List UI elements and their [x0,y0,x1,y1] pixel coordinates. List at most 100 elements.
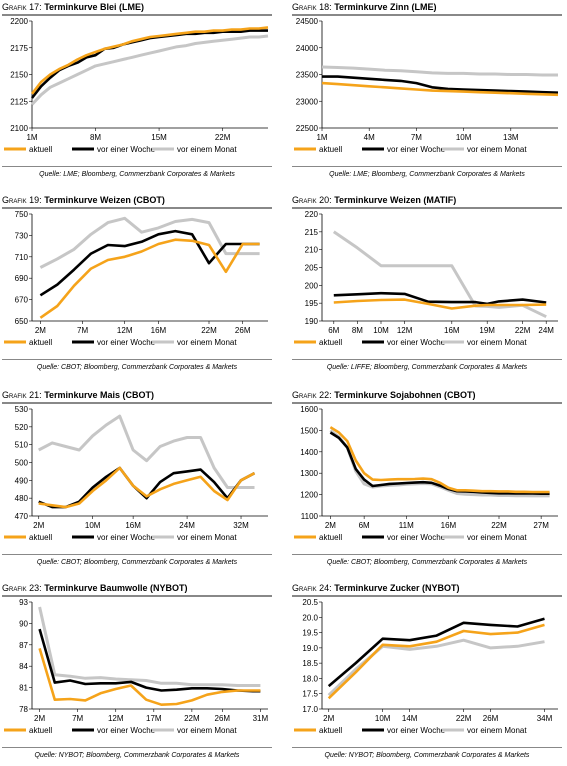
y-tick-label: 195 [305,299,319,308]
legend-label-monat: vor einem Monat [467,338,527,347]
legend-label-aktuell: aktuell [29,533,52,542]
x-tick-label: 13M [503,133,519,142]
y-tick-label: 2200 [10,17,28,26]
title-rule [2,14,272,16]
chart-panel-zucker: Grafik 24: Terminkurve Zucker (NYBOT) Que… [292,583,562,766]
y-tick-label: 210 [305,246,319,255]
chart-panel-weizen-cbot: Grafik 19: Terminkurve Weizen (CBOT) Quel… [2,195,272,378]
x-tick-label: 34M [537,714,553,723]
source-note: Quelle: LIFFE; Bloomberg, Commerzbank Co… [326,364,528,371]
x-tick-label: 2M [35,326,46,335]
y-tick-label: 2175 [10,44,28,53]
chart-title-text: Terminkurve Weizen (CBOT) [44,195,165,205]
series-line-aktuell [39,238,260,319]
series-line-aktuell [329,426,550,494]
y-tick-label: 24000 [296,44,319,53]
x-tick-label: 10M [456,133,472,142]
line-chart: 20.5 20.0 19.5 19.0 18.5 18.0 17.5 17.0 2M 10M 14M… [294,598,558,735]
x-tick-label: 12M [117,326,133,335]
y-tick-label: 730 [15,231,29,240]
chart-panel-zinn: Grafik 18: Terminkurve Zinn (LME) Quelle:… [292,2,562,185]
chart-title: Grafik 21: Terminkurve Mais (CBOT) [2,390,154,400]
legend-label-aktuell: aktuell [29,338,52,347]
legend-label-woche: vor einer Woche [97,338,156,347]
x-tick-label: 22M [184,714,200,723]
legend-label-woche: vor einer Woche [97,533,156,542]
x-tick-label: 22M [201,326,217,335]
series-line-woche [38,466,256,509]
line-chart: 93 90 87 84 81 78 2M 7M 12M 17M 22M 26M 31M aktuell vo… [4,598,269,735]
x-tick-label: 1M [26,133,37,142]
x-tick-label: 10M [85,521,101,530]
series-line-aktuell [38,648,261,706]
y-tick-label: 17.5 [302,690,318,699]
y-tick-label: 200 [305,281,319,290]
chart-title-text: Terminkurve Sojabohnen (CBOT) [334,390,476,400]
legend-label-aktuell: aktuell [319,338,342,347]
x-tick-label: 17M [146,714,162,723]
chart-title-text: Terminkurve Zucker (NYBOT) [334,583,460,593]
chart-prefix: Grafik 21: [2,390,45,400]
bottom-rule [292,554,562,555]
series-line-monat [30,34,269,106]
chart-prefix: Grafik 24: [292,583,335,593]
chart-title-text: Terminkurve Blei (LME) [44,2,145,12]
legend-label-aktuell: aktuell [29,145,52,154]
x-tick-label: 31M [253,714,269,723]
y-tick-label: 2150 [10,71,28,80]
y-tick-label: 24500 [296,17,319,26]
y-tick-label: 90 [19,619,28,628]
title-rule [292,207,562,209]
x-tick-label: 6M [359,521,370,530]
y-tick-label: 1500 [300,426,318,435]
x-tick-label: 7M [72,714,83,723]
x-tick-label: 2M [34,714,45,723]
x-tick-label: 22M [456,714,472,723]
x-tick-label: 1M [316,133,327,142]
series-line-aktuell [38,466,256,509]
source-note: Quelle: CBOT; Bloomberg, Commerzbank Cor… [326,559,528,566]
x-tick-label: 26M [483,714,499,723]
y-tick-label: 19.0 [302,644,318,653]
y-tick-label: 500 [15,459,29,468]
y-tick-label: 20.5 [302,598,318,607]
x-tick-label: 2M [325,521,336,530]
chart-title: Grafik 23: Terminkurve Baumwolle (NYBOT) [2,583,188,593]
x-tick-label: 14M [402,714,418,723]
legend-label-monat: vor einem Monat [177,726,237,735]
line-chart: 220 215 210 205 200 195 190 6M 8M 10M 12M 16M 19M 22M… [294,210,558,347]
series-line-monat [38,414,255,489]
chart-prefix: Grafik 18: [292,2,335,12]
y-tick-label: 530 [15,405,29,414]
chart-panel-baumwolle: Grafik 23: Terminkurve Baumwolle (NYBOT)… [2,583,272,766]
x-tick-label: 7M [77,326,88,335]
source-note: Quelle: NYBOT; Bloomberg, Commerzbank Co… [324,752,530,759]
bottom-rule [292,359,562,360]
y-tick-label: 215 [305,228,319,237]
series-line-monat [38,606,261,687]
title-rule [2,595,272,597]
y-tick-label: 670 [15,296,29,305]
legend-label-woche: vor einer Woche [387,726,446,735]
y-tick-label: 23000 [296,97,319,106]
line-chart: 750 730 710 690 670 650 2M 7M 12M 16M 22M 26M aktuel… [4,210,268,347]
legend-label-woche: vor einer Woche [387,338,446,347]
y-tick-label: 22500 [296,124,319,133]
y-tick-label: 1300 [300,469,318,478]
chart-prefix: Grafik 20: [292,195,335,205]
y-tick-label: 710 [15,253,29,262]
y-tick-label: 18.5 [302,659,318,668]
chart-prefix: Grafik 19: [2,195,45,205]
x-tick-label: 16M [125,521,141,530]
bottom-rule [292,166,562,167]
x-tick-label: 16M [151,326,167,335]
legend-label-woche: vor einer Woche [97,726,156,735]
series-line-woche [327,617,545,688]
y-tick-label: 93 [19,598,28,607]
y-tick-label: 84 [19,662,28,671]
chart-title: Grafik 18: Terminkurve Zinn (LME) [292,2,437,12]
y-tick-label: 1200 [300,491,318,500]
y-tick-label: 2100 [10,124,28,133]
bottom-rule [292,747,562,748]
